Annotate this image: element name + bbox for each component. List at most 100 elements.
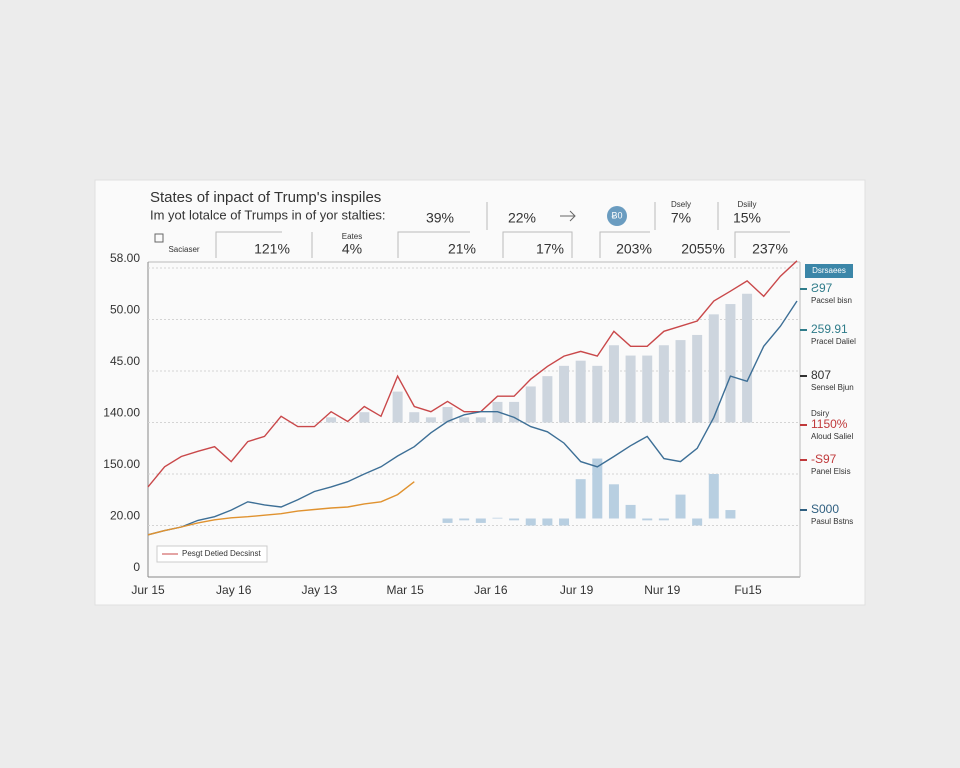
- header-dividers: [215, 202, 790, 258]
- bar: [608, 484, 619, 519]
- bar: [409, 412, 420, 423]
- bar: [608, 345, 619, 423]
- bar: [592, 458, 603, 519]
- icon: [154, 233, 164, 243]
- bar: [392, 391, 403, 423]
- annotation-value: Ƨ97: [811, 281, 833, 295]
- stat-value: 237%: [752, 241, 788, 257]
- bar: [625, 504, 636, 519]
- stat-value: 203%: [616, 241, 652, 257]
- bar: [525, 386, 536, 423]
- annotation-box: [805, 264, 853, 278]
- line: [147, 260, 798, 488]
- bar: [425, 417, 436, 423]
- bar: [575, 479, 586, 519]
- y-tick-label: 140.00: [103, 406, 140, 420]
- x-tick-label: Jur 15: [131, 583, 165, 597]
- stat-label: Saciaser: [168, 245, 199, 254]
- line: [147, 481, 415, 536]
- bar: [559, 365, 570, 423]
- bar: [542, 518, 553, 526]
- bar: [559, 518, 570, 526]
- bar: [525, 518, 536, 526]
- bar: [509, 518, 520, 521]
- line: [147, 300, 798, 536]
- bar: [642, 518, 653, 521]
- bar: [675, 340, 686, 423]
- y-tick-label: 0: [133, 560, 140, 574]
- bar: [492, 517, 503, 519]
- annotation-value: 807: [811, 368, 831, 382]
- card: [94, 179, 866, 606]
- bar: [542, 376, 553, 423]
- badge: [607, 206, 627, 226]
- x-tick-label: Jur 19: [560, 583, 594, 597]
- y-tick-label: 150.00: [103, 457, 140, 471]
- bar: [359, 412, 370, 423]
- y-tick-label: 58.00: [110, 251, 140, 265]
- bar: [692, 334, 703, 423]
- stat-value: 7%: [671, 210, 691, 226]
- annotation-value: S000: [811, 502, 839, 516]
- bar: [675, 494, 686, 519]
- bar: [459, 518, 470, 521]
- bar: [708, 314, 719, 423]
- stat-value: 121%: [254, 241, 290, 257]
- annotation-note: Pasul Bstns: [811, 517, 853, 526]
- stat-label: Dsely: [671, 200, 691, 209]
- x-tick-label: Jar 16: [474, 583, 508, 597]
- annotation-note: Pacsel bisn: [811, 296, 852, 305]
- x-tick-label: Nur 19: [644, 583, 680, 597]
- bar: [475, 518, 486, 523]
- annotation-note: Panel Elsis: [811, 467, 851, 476]
- bar: [658, 345, 669, 423]
- annotation-value: 1150%: [811, 417, 848, 431]
- stat-value: 4%: [342, 241, 362, 257]
- stat-value: 17%: [536, 241, 564, 257]
- bar: [459, 417, 470, 423]
- chart-subtitle: Im yot lotalce of Trumps in of yor stalt…: [150, 207, 386, 222]
- stat-value: 2055%: [681, 241, 725, 257]
- stat-value: 22%: [508, 210, 536, 226]
- y-tick-label: 20.00: [110, 509, 140, 523]
- annotation-note: Pracel Daliel: [811, 337, 856, 346]
- annotation-note: Sensel Bjun: [811, 383, 854, 392]
- annotation-title: Dsrsaees: [812, 266, 846, 275]
- bar: [575, 360, 586, 423]
- bar: [625, 355, 636, 423]
- bar: [442, 407, 453, 423]
- stat-label: Dsiily: [737, 200, 756, 209]
- x-tick-label: Jay 16: [216, 583, 252, 597]
- annotation-label: Dsiry: [811, 409, 829, 418]
- bar: [592, 365, 603, 423]
- annotation-note: Aloud Saliel: [811, 432, 853, 441]
- bar: [708, 474, 719, 519]
- badge-text: Ƀ0: [611, 210, 622, 220]
- annotation-value: -S97: [811, 452, 837, 466]
- stat-label: Eates: [342, 232, 362, 241]
- bar: [475, 417, 486, 423]
- chart-title: States of inpact of Trump's inspiles: [150, 189, 381, 206]
- y-tick-label: 45.00: [110, 354, 140, 368]
- stat-value: 15%: [733, 210, 761, 226]
- stat-value: 39%: [426, 210, 454, 226]
- bar: [642, 355, 653, 423]
- x-tick-label: Fu15: [734, 583, 762, 597]
- bar: [658, 518, 669, 521]
- bar: [509, 401, 520, 423]
- bar: [326, 417, 337, 423]
- bar: [692, 518, 703, 526]
- x-tick-label: Jay 1З: [301, 583, 337, 597]
- x-tick-label: Mar 15: [386, 583, 424, 597]
- stat-value: 21%: [448, 241, 476, 257]
- annotation-value: 259.91: [811, 322, 848, 336]
- bar: [725, 304, 736, 423]
- legend-label: Pesgt Detied Decsinst: [182, 549, 261, 558]
- bar: [442, 518, 453, 523]
- legend-box: [156, 545, 268, 563]
- y-tick-label: 50.00: [110, 303, 140, 317]
- bar: [725, 510, 736, 519]
- bar: [742, 293, 753, 423]
